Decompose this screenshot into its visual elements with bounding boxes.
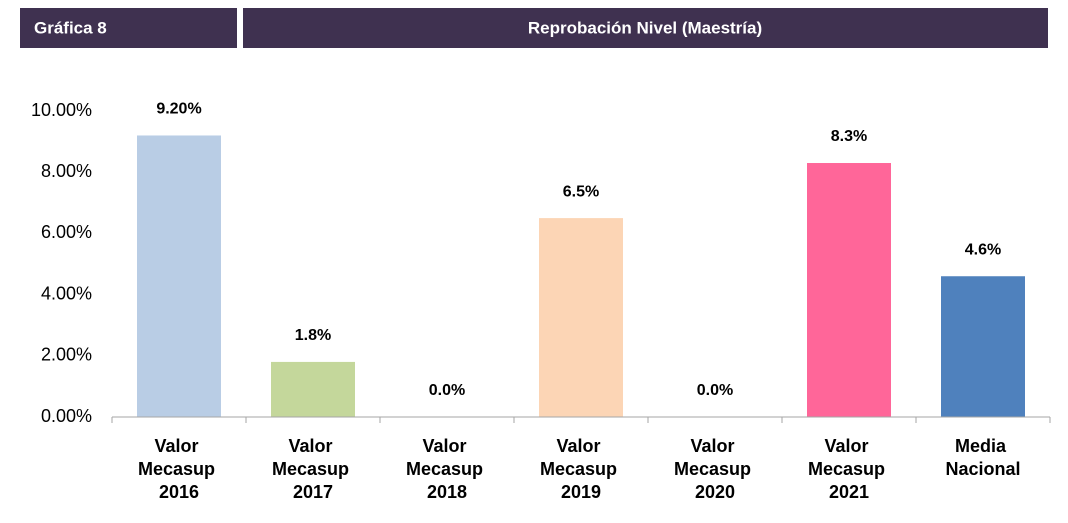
x-tick-label: Valor Mecasup 2019 [540,436,622,502]
header-label: Gráfica 8 [34,18,107,37]
bar [807,163,891,417]
y-tick-label: 6.00% [41,222,92,242]
x-tick-label-line: Valor [288,436,337,456]
value-label: 0.0% [697,382,733,399]
y-tick-label: 10.00% [31,100,92,120]
x-tick-label-line: 2020 [695,482,735,502]
x-tick-label-line: Valor [422,436,471,456]
header-title-box [243,8,1048,48]
value-label: 1.8% [295,327,331,344]
value-label: 8.3% [831,128,867,145]
y-tick-label: 8.00% [41,161,92,181]
value-label: 9.20% [156,101,201,118]
x-tick-label-line: Mecasup [138,459,220,479]
x-tick-label-line: Media [955,436,1011,456]
bar [137,135,221,418]
chart-title: Reprobación Nivel (Maestría) [528,18,762,37]
y-tick-label: 2.00% [41,345,92,365]
bar [271,361,355,417]
x-tick-label: Valor Mecasup 2017 [272,436,354,502]
x-tick-label: Valor Mecasup 2018 [406,436,488,502]
x-tick-label-line: Valor [154,436,203,456]
value-label: 0.0% [429,382,465,399]
x-tick-label-line: 2021 [829,482,869,502]
x-tick-label-line: Mecasup [272,459,354,479]
x-tick-label-line: 2018 [427,482,467,502]
y-tick-label: 0.00% [41,406,92,426]
x-tick-label: Valor Mecasup 2016 [138,436,220,502]
x-tick-label: Valor Mecasup 2021 [808,436,890,502]
x-tick-label-line: 2017 [293,482,333,502]
x-tick-label-line: Valor [824,436,873,456]
x-tick-label-line: Valor [690,436,739,456]
x-tick-label: Valor Mecasup 2020 [674,436,756,502]
x-tick-label: Media Nacional [945,436,1020,479]
x-tick-label-line: Mecasup [808,459,890,479]
bar [539,218,623,417]
x-tick-label-line: Mecasup [406,459,488,479]
value-label: 6.5% [563,183,599,200]
bar [941,276,1025,417]
y-tick-label: 4.00% [41,283,92,303]
x-tick-label-line: Nacional [945,459,1020,479]
value-label: 4.6% [965,241,1001,258]
x-tick-label-line: Mecasup [674,459,756,479]
x-tick-label-line: 2016 [159,482,199,502]
x-tick-label-line: 2019 [561,482,601,502]
x-tick-label-line: Mecasup [540,459,622,479]
x-tick-label-line: Valor [556,436,605,456]
header-label-box [20,8,237,48]
